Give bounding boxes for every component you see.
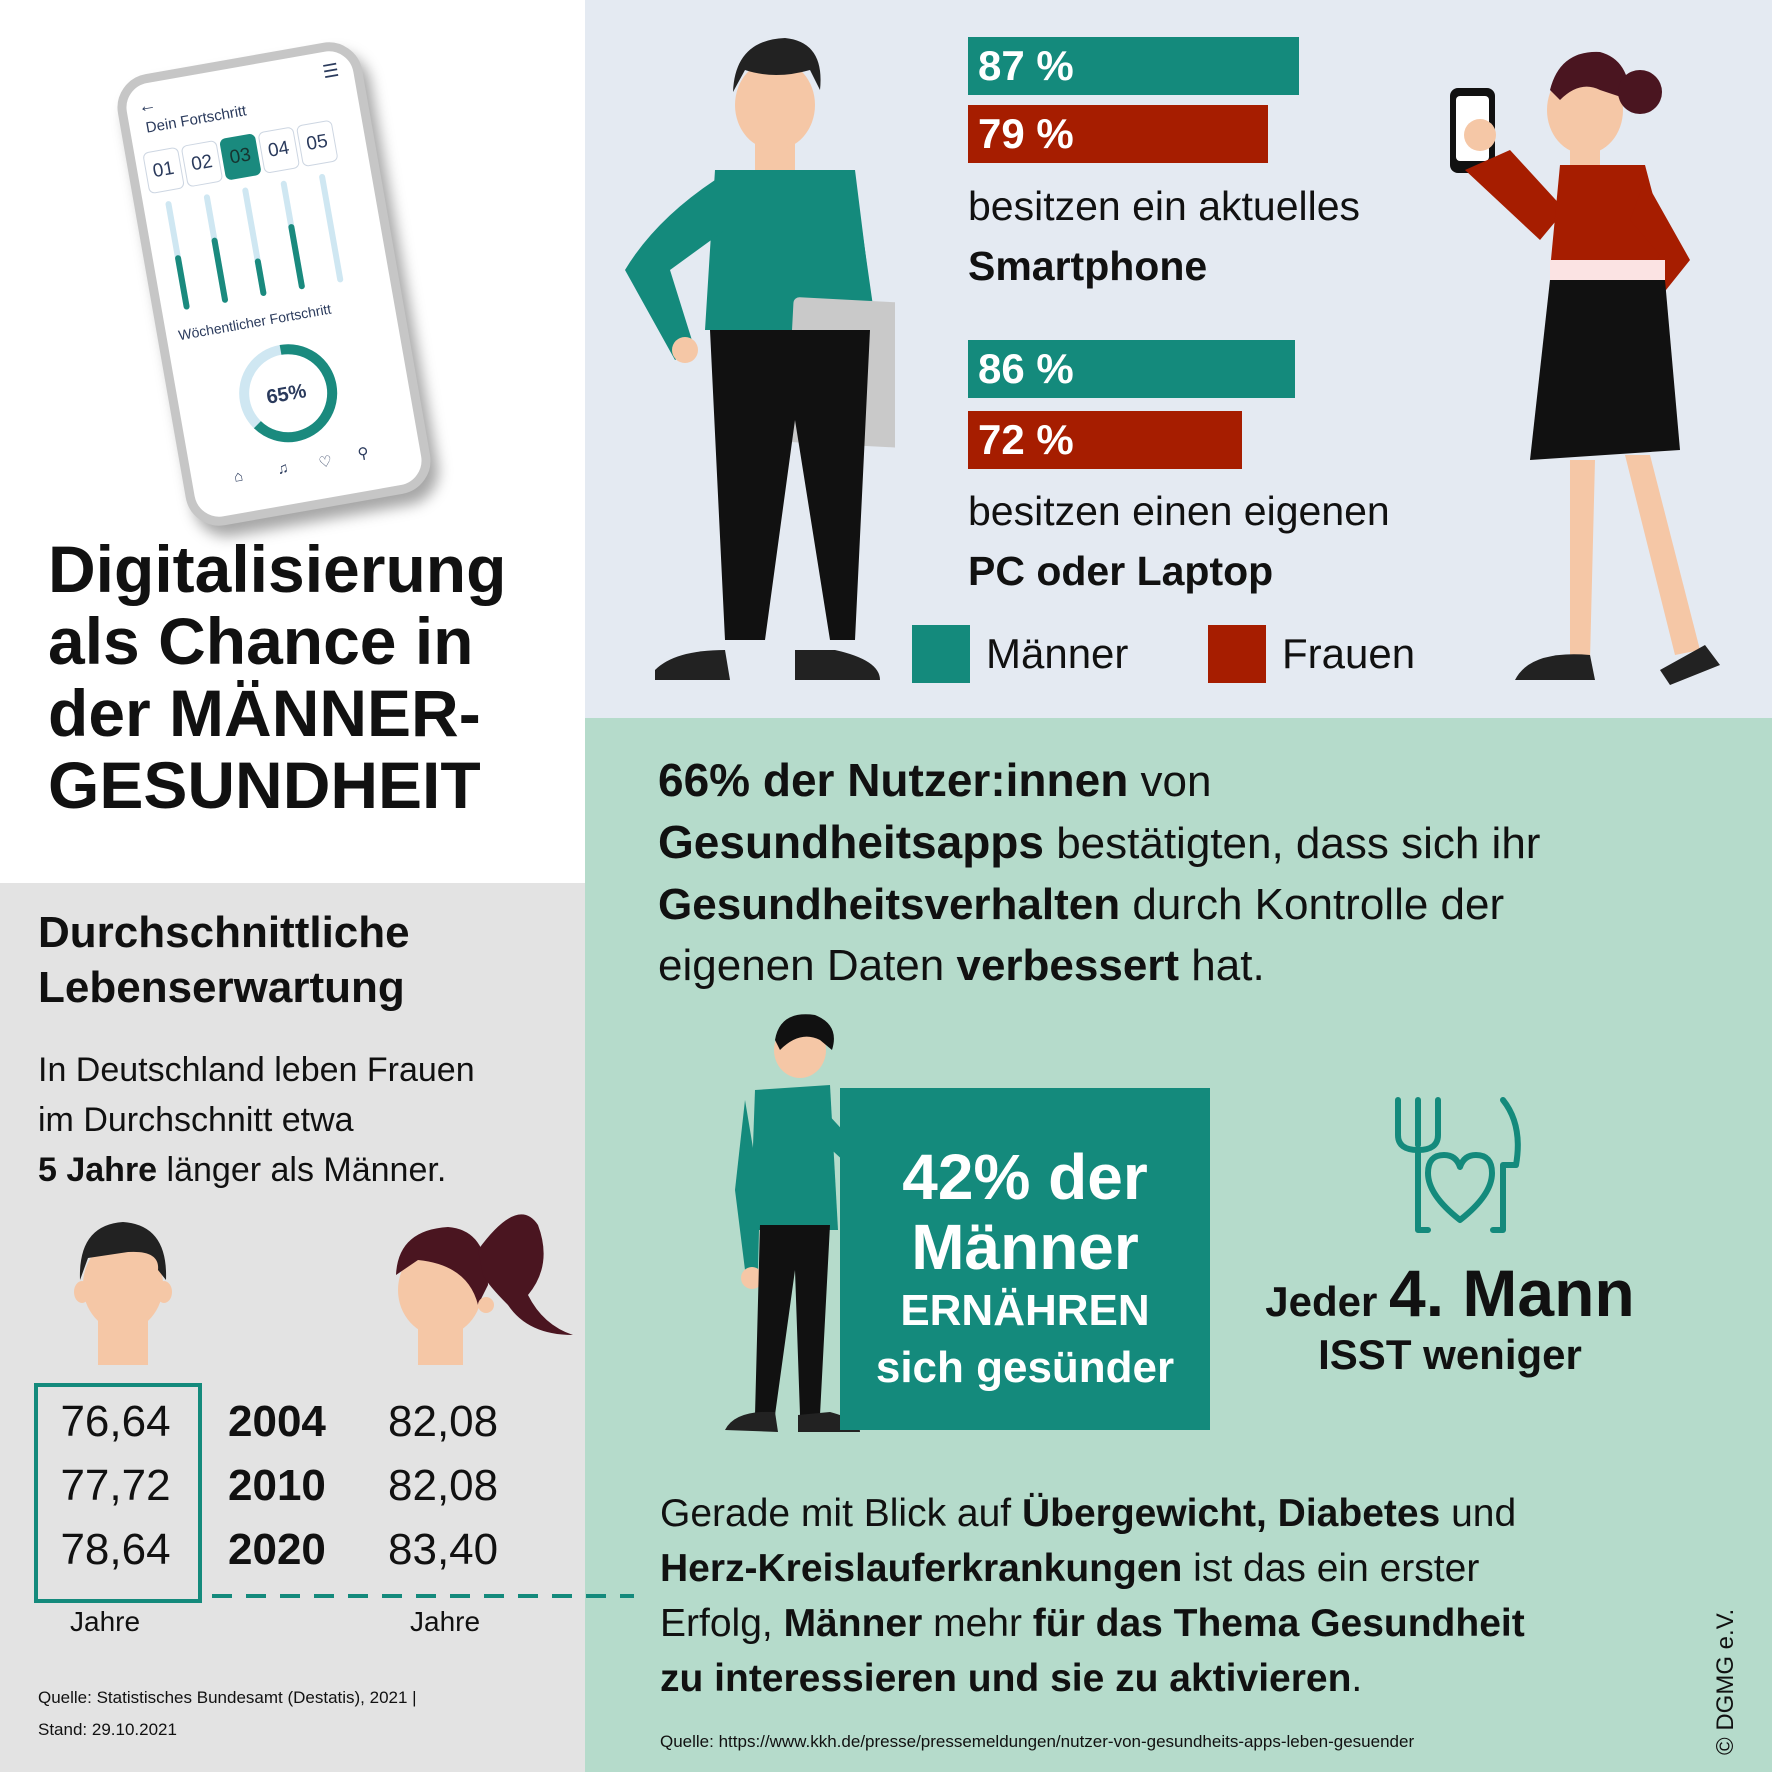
year-values: 2004 2010 2020 <box>228 1397 326 1574</box>
life-expectancy-heading: Durchschnittliche Lebenserwartung <box>38 908 410 1012</box>
phone-mockup: ← ☰ Dein Fortschritt 01 02 03 04 05 Wöch… <box>112 36 436 532</box>
day-01: 01 <box>142 146 185 195</box>
day-bar-1 <box>165 200 191 310</box>
day-bar-3 <box>241 187 267 297</box>
day-bar-2 <box>203 193 229 304</box>
men-values-box <box>34 1383 202 1603</box>
bar-pc-men: 86 % <box>968 340 1295 398</box>
day-05: 05 <box>295 119 339 168</box>
weekly-progress-ring <box>239 344 338 443</box>
search-icon: ⚲ <box>356 444 371 463</box>
women-values: 82,08 82,08 83,40 <box>388 1397 499 1574</box>
woman-illustration <box>1450 51 1720 685</box>
conclusion-text: Gerade mit Blick auf Übergewicht, Diabet… <box>660 1492 1525 1700</box>
copyright: © DGMG e.V. <box>1712 1608 1739 1755</box>
health-app-statement: 66% der Nutzer:innen von Gesundheitsapps… <box>658 754 1541 990</box>
bar-smartphone-women: 79 % <box>968 105 1269 163</box>
life-expectancy-panel <box>0 883 585 1772</box>
day-bar-5 <box>318 173 344 283</box>
eats-less-stat: Jeder 4. Mann ISST weniger <box>1265 1256 1635 1378</box>
unit-women: Jahre <box>410 1606 481 1637</box>
dashed-connector <box>212 1594 634 1598</box>
bar-smartphone-men: 87 % <box>968 37 1299 95</box>
fork-heart-knife-icon <box>1395 1097 1521 1233</box>
man-writing-illustration <box>725 1014 902 1432</box>
heart-icon: ♡ <box>317 452 334 472</box>
caption-smartphone: besitzen ein aktuelles Smartphone <box>968 183 1361 289</box>
caption-pc: besitzen einen eigenen PC oder Laptop <box>968 488 1390 594</box>
life-expectancy-text: In Deutschland leben Frauen im Durchschn… <box>38 1051 475 1189</box>
main-title: Digitalisierung als Chance in der MÄNNER… <box>48 532 507 822</box>
source-destatis: Quelle: Statistisches Bundesamt (Destati… <box>38 1688 417 1739</box>
legend-swatch-women <box>1208 625 1266 683</box>
day-02: 02 <box>180 139 224 188</box>
day-bar-4 <box>280 180 306 290</box>
unit-men: Jahre <box>70 1606 141 1637</box>
legend-label-women: Frauen <box>1282 630 1416 677</box>
day-04: 04 <box>257 126 301 174</box>
home-icon: ⌂ <box>232 467 245 486</box>
men-values: 76,64 77,72 78,64 <box>60 1397 171 1574</box>
day-03: 03 <box>219 133 262 181</box>
bar-pc-women: 72 % <box>968 411 1242 469</box>
male-head-icon <box>74 1222 172 1365</box>
bell-icon: ♫ <box>275 459 290 479</box>
phone-heading: Dein Fortschritt <box>144 102 248 137</box>
menu-icon: ☰ <box>321 59 341 83</box>
female-head-icon <box>396 1214 573 1365</box>
legend-swatch-men <box>912 625 970 683</box>
back-arrow-icon: ← <box>136 93 158 117</box>
man-illustration <box>625 38 895 680</box>
legend-label-men: Männer <box>986 630 1129 677</box>
source-kkh: Quelle: https://www.kkh.de/presse/presse… <box>660 1732 1415 1751</box>
nutrition-stat-box: 42% der Männer ERNÄHREN sich gesünder <box>840 1088 1210 1430</box>
